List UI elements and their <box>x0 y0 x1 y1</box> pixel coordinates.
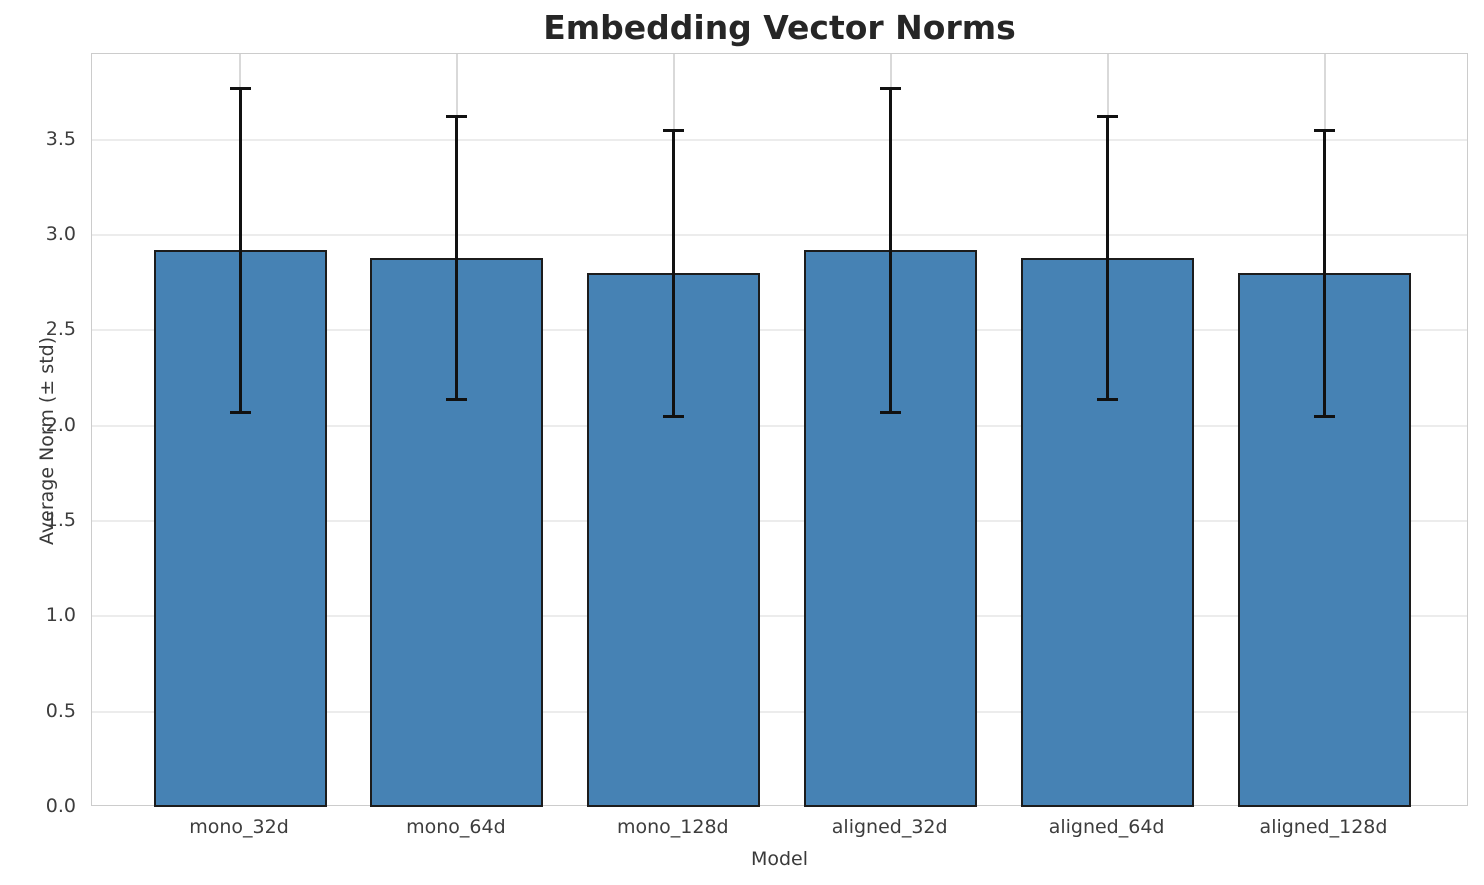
x-tick-label: mono_32d <box>189 816 289 838</box>
error-cap-bottom-mono_64d <box>446 397 468 401</box>
error-bar-mono_128d <box>672 130 676 417</box>
error-cap-bottom-aligned_64d <box>1097 397 1119 401</box>
gridline-y <box>92 329 1467 332</box>
error-cap-bottom-aligned_32d <box>880 410 902 414</box>
error-cap-top-aligned_64d <box>1097 115 1119 119</box>
error-bar-aligned_32d <box>889 88 893 413</box>
gridline-y <box>92 710 1467 713</box>
x-axis-label: Model <box>750 848 809 870</box>
bar-aligned_64d <box>1021 257 1195 807</box>
x-tick-label: aligned_64d <box>1048 816 1165 838</box>
gridline-y <box>92 138 1467 141</box>
y-tick-label: 3.0 <box>45 223 76 246</box>
error-cap-top-mono_128d <box>663 128 685 132</box>
gridline-y <box>92 615 1467 618</box>
y-tick-label: 2.5 <box>45 318 76 341</box>
x-tick-label: aligned_32d <box>831 816 948 838</box>
error-bar-mono_32d <box>238 88 242 413</box>
gridline-y <box>92 234 1467 237</box>
error-cap-bottom-mono_128d <box>663 414 685 418</box>
y-tick-label: 1.0 <box>45 604 76 627</box>
y-tick-label: 1.5 <box>45 509 76 532</box>
error-cap-bottom-aligned_128d <box>1314 414 1335 418</box>
y-tick-label: 2.0 <box>45 413 76 436</box>
y-tick-label: 0.5 <box>45 699 76 722</box>
gridline-y <box>92 520 1467 523</box>
x-tick-label: mono_64d <box>406 816 506 838</box>
error-cap-top-aligned_32d <box>880 86 902 90</box>
error-bar-mono_64d <box>455 116 459 400</box>
x-tick-label: mono_128d <box>616 816 729 838</box>
y-tick-label: 3.5 <box>45 127 76 150</box>
chart-title: Embedding Vector Norms <box>543 8 1016 47</box>
error-cap-top-mono_64d <box>446 115 468 119</box>
gridline-y <box>92 424 1467 427</box>
plot-area <box>91 53 1468 807</box>
x-tick-label: aligned_128d <box>1259 816 1388 838</box>
error-bar-aligned_128d <box>1323 130 1326 417</box>
y-tick-label: 0.0 <box>45 795 76 817</box>
error-cap-top-mono_32d <box>229 86 251 90</box>
error-bar-aligned_64d <box>1106 116 1110 400</box>
error-cap-bottom-mono_32d <box>229 410 251 414</box>
error-cap-top-aligned_128d <box>1314 128 1335 132</box>
